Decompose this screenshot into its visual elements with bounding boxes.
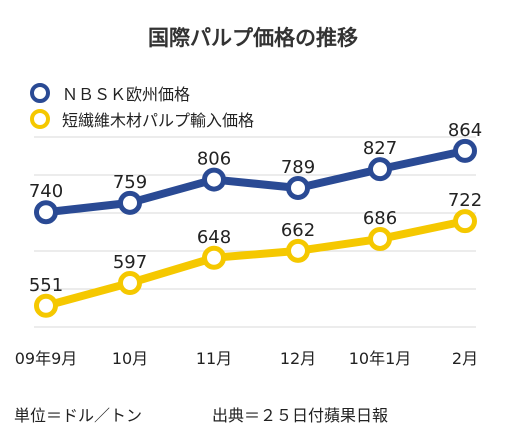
data-point — [368, 157, 392, 182]
unit-note: 単位＝ドル／トン — [14, 406, 143, 425]
x-tick-label: 2月 — [452, 349, 478, 368]
data-point — [34, 200, 58, 225]
data-label: 759 — [113, 172, 147, 193]
data-label: 722 — [448, 190, 482, 211]
data-point — [118, 190, 142, 215]
x-tick-label: 09年9月 — [15, 349, 78, 368]
x-tick-label: 10年1月 — [349, 349, 412, 368]
legend: ＮＢＳＫ欧州価格 短繊維木材パルプ輸入価格 — [30, 80, 254, 132]
series-line-0 — [42, 146, 469, 217]
data-point — [286, 175, 310, 200]
legend-marker-nbsk — [30, 83, 50, 103]
data-label: 648 — [197, 227, 231, 248]
x-tick-label: 12月 — [280, 349, 316, 368]
series-line-1 — [42, 217, 469, 310]
data-label: 551 — [29, 275, 63, 296]
data-label: 597 — [113, 252, 147, 273]
data-point — [453, 138, 477, 163]
x-tick-label: 10月 — [112, 349, 148, 368]
data-label: 662 — [281, 220, 315, 241]
data-point — [202, 167, 226, 192]
legend-item-nbsk: ＮＢＳＫ欧州価格 — [30, 80, 254, 106]
data-point — [368, 226, 392, 251]
x-tick-label: 11月 — [196, 349, 232, 368]
data-point — [453, 209, 477, 234]
chart-title: 国際パルプ価格の推移 — [148, 26, 358, 50]
data-point — [34, 293, 58, 318]
data-point — [286, 238, 310, 263]
source-note: 出典＝２５日付蘋果日報 — [212, 406, 389, 425]
data-point — [118, 270, 142, 295]
legend-label-hardwood: 短繊維木材パルプ輸入価格 — [62, 111, 255, 130]
data-label: 864 — [448, 120, 482, 141]
legend-marker-hardwood — [30, 109, 50, 129]
data-label: 686 — [363, 208, 397, 229]
legend-item-hardwood: 短繊維木材パルプ輸入価格 — [30, 106, 254, 132]
data-label: 789 — [281, 157, 315, 178]
data-label: 806 — [197, 149, 231, 170]
data-label: 827 — [363, 138, 397, 159]
legend-label-nbsk: ＮＢＳＫ欧州価格 — [62, 85, 191, 104]
data-label: 740 — [29, 181, 63, 202]
data-point — [202, 245, 226, 270]
